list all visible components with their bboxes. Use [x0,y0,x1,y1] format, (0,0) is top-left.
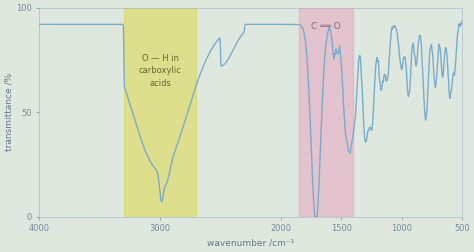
Bar [299,8,353,217]
Bar [124,8,196,217]
X-axis label: wavenumber /cm⁻¹: wavenumber /cm⁻¹ [207,239,294,248]
Text: O — H in
carboxylic
acids: O — H in carboxylic acids [139,54,182,88]
Y-axis label: transmittance /%: transmittance /% [4,73,13,151]
Text: C ══ O: C ══ O [311,22,341,31]
